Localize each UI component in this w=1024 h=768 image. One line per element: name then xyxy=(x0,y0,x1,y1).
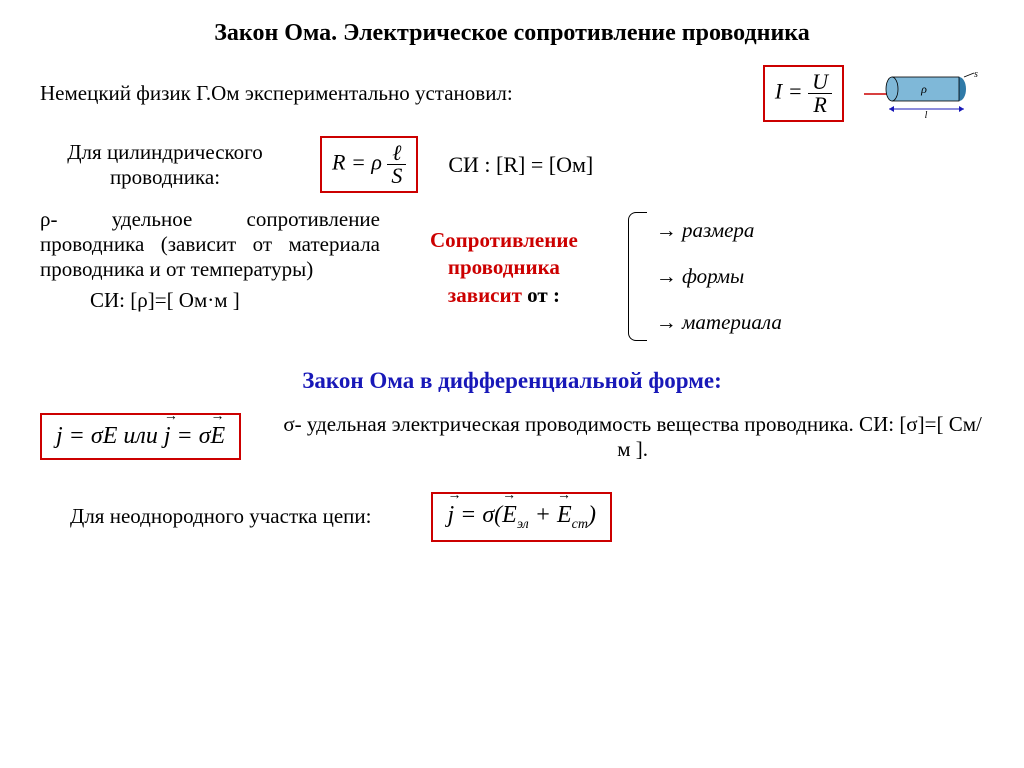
nu-eq: = σ( xyxy=(454,502,502,528)
dep-item-size: размера xyxy=(656,207,782,253)
cyl-label: Для цилиндрического проводника: xyxy=(40,140,290,190)
nu-j: j xyxy=(447,502,454,529)
r-num: ℓ xyxy=(387,142,406,165)
nu-e1: E xyxy=(502,502,517,529)
ohm-lhs: I xyxy=(775,79,782,104)
rho-definition: ρ- удельное сопротивление проводника (за… xyxy=(40,207,380,282)
intro-text: Немецкий физик Г.Ом экспериментально уст… xyxy=(40,81,743,106)
diff-p1: j = σE xyxy=(56,423,117,449)
intro-row: Немецкий физик Г.Ом экспериментально уст… xyxy=(40,65,984,122)
nu-sub2: ст xyxy=(572,516,588,531)
page-title: Закон Ома. Электрическое сопротивление п… xyxy=(40,20,984,47)
r-rho: ρ xyxy=(371,150,382,175)
si-units-rho: СИ: [ρ]=[ Ом·м ] xyxy=(40,288,380,313)
nonuniform-row: Для неоднородного участка цепи: j = σ(Eэ… xyxy=(40,492,984,543)
diff-e-vec: E xyxy=(211,423,226,450)
dep-line1: Сопротивление xyxy=(430,228,578,252)
diff-j-vec: j xyxy=(164,423,171,450)
diff-eq2: = σ xyxy=(171,423,211,449)
nu-plus: + xyxy=(529,502,557,528)
nu-close: ) xyxy=(588,502,596,528)
cylinder-diagram: s ρ l xyxy=(864,69,984,119)
dep-item-shape: формы xyxy=(656,253,782,299)
dep-line3: зависит xyxy=(448,283,522,307)
dependency-list: размера формы материала xyxy=(628,207,782,346)
dep-item-material: материала xyxy=(656,299,782,345)
dep-line2: проводника xyxy=(448,255,560,279)
r-den: S xyxy=(387,165,406,187)
sigma-definition: σ- удельная электрическая проводимость в… xyxy=(281,412,984,462)
svg-text:s: s xyxy=(974,69,978,80)
diff-form-title: Закон Ома в дифференциальной форме: xyxy=(40,368,984,394)
ohm-law-formula: I = U R xyxy=(763,65,844,122)
diff-row: j = σE или j = σE σ- удельная электричес… xyxy=(40,412,984,462)
rho-dep-row: ρ- удельное сопротивление проводника (за… xyxy=(40,207,984,346)
ohm-den: R xyxy=(808,94,832,116)
nu-sub1: эл xyxy=(517,516,529,531)
nu-e2: E xyxy=(557,502,572,529)
resistance-formula: R = ρ ℓ S xyxy=(320,136,418,193)
diff-or: или xyxy=(117,423,163,449)
cylindrical-row: Для цилиндрического проводника: R = ρ ℓ … xyxy=(40,136,984,193)
nonuniform-label: Для неоднородного участка цепи: xyxy=(40,504,371,529)
resistance-depends: Сопротивление проводника зависит от : xyxy=(430,207,578,309)
diff-formula: j = σE или j = σE xyxy=(40,413,241,460)
ohm-num: U xyxy=(808,71,832,94)
nonuniform-formula: j = σ(Eэл + Eст) xyxy=(431,492,612,543)
svg-text:ρ: ρ xyxy=(920,82,927,96)
dep-line3-tail: от : xyxy=(522,283,560,307)
svg-text:l: l xyxy=(925,110,928,119)
r-lhs: R xyxy=(332,150,345,175)
si-units-r: СИ : [R] = [Ом] xyxy=(448,152,593,178)
